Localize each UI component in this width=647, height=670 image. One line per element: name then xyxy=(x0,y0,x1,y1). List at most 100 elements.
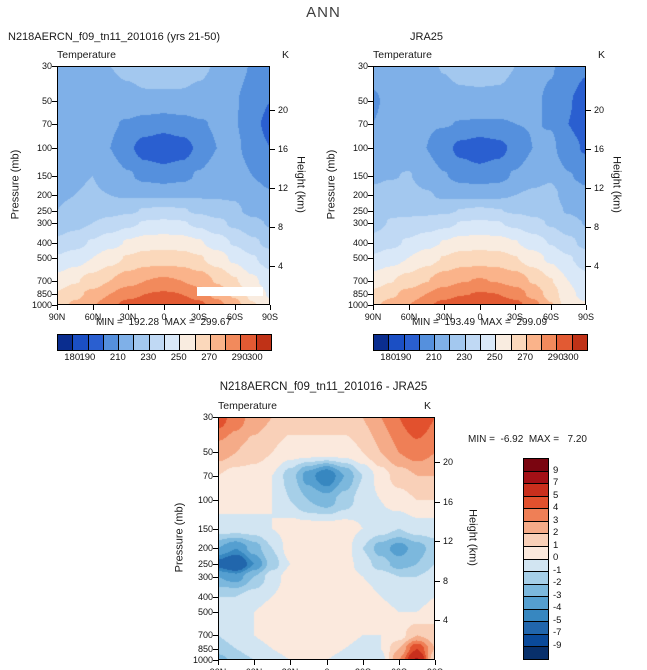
pressure-tick-label: 150 xyxy=(36,171,52,181)
colorbar-tick-label: 250 xyxy=(170,352,187,363)
height-tick-label: 20 xyxy=(278,105,289,115)
colorbar-segment xyxy=(524,508,548,521)
height-tick-label: 12 xyxy=(594,183,605,193)
colorbar-tick-label: 230 xyxy=(456,352,473,363)
panel-model-title: N218AERCN_f09_tn11_201016 (yrs 21-50) xyxy=(8,31,220,43)
pressure-tick-mark xyxy=(368,223,373,224)
latitude-tick-mark xyxy=(270,305,271,310)
height-tick-label: 12 xyxy=(443,536,454,546)
latitude-tick-label: 90N xyxy=(364,312,382,322)
colorbar-segment xyxy=(449,335,465,350)
colorbar-segment xyxy=(524,483,548,496)
colorbar-segment xyxy=(524,533,548,546)
latitude-tick-label: 90N xyxy=(210,667,227,670)
pressure-tick-mark xyxy=(213,649,218,650)
latitude-tick-mark xyxy=(164,305,165,310)
pressure-tick-mark xyxy=(52,294,57,295)
pressure-tick-mark xyxy=(213,612,218,613)
latitude-tick-label: 30N xyxy=(119,312,137,322)
latitude-tick-label: 60N xyxy=(246,667,263,670)
colorbar-segment xyxy=(571,335,587,350)
contour-plot xyxy=(57,66,270,305)
latitude-tick-mark xyxy=(218,660,219,665)
colorbar xyxy=(523,458,549,660)
colorbar-segment xyxy=(102,335,119,350)
plot-frame xyxy=(373,66,586,305)
masked-region xyxy=(197,287,263,296)
plot-frame xyxy=(218,417,435,660)
pressure-tick-label: 400 xyxy=(352,238,368,248)
pressure-tick-label: 500 xyxy=(352,253,368,263)
height-tick-mark xyxy=(270,110,275,111)
panel-model-field-label: Temperature xyxy=(57,49,116,61)
colorbar xyxy=(57,334,272,351)
colorbar-segment xyxy=(510,335,526,350)
latitude-tick-mark xyxy=(327,660,328,665)
latitude-tick-mark xyxy=(480,305,481,310)
height-tick-label: 8 xyxy=(443,576,449,586)
panel-jra25-title: JRA25 xyxy=(410,31,444,43)
latitude-tick-mark xyxy=(515,305,516,310)
latitude-tick-label: 30N xyxy=(435,312,453,322)
colorbar-tick-label: -7 xyxy=(553,627,562,638)
latitude-tick-mark xyxy=(235,305,236,310)
colorbar xyxy=(373,334,588,351)
pressure-tick-mark xyxy=(368,101,373,102)
pressure-tick-mark xyxy=(368,176,373,177)
height-tick-label: 8 xyxy=(594,222,600,232)
panel-diff-units-label: K xyxy=(424,400,432,412)
pressure-tick-label: 30 xyxy=(41,61,52,71)
colorbar-tick-label: -3 xyxy=(553,589,562,601)
colorbar-segment xyxy=(418,335,435,350)
pressure-tick-label: 200 xyxy=(352,190,368,200)
height-tick-label: 12 xyxy=(278,183,289,193)
pressure-tick-label: 500 xyxy=(36,253,52,263)
colorbar-segment xyxy=(388,335,404,350)
pressure-tick-label: 70 xyxy=(357,119,368,129)
colorbar-tick-label: 9 xyxy=(553,464,559,476)
height-tick-mark xyxy=(586,188,591,189)
pressure-tick-mark xyxy=(52,176,57,177)
colorbar-segment xyxy=(524,646,548,659)
colorbar-segment xyxy=(87,335,103,350)
height-tick-label: 20 xyxy=(594,105,605,115)
pressure-tick-mark xyxy=(213,564,218,565)
colorbar-tick-label: -2 xyxy=(553,577,562,588)
pressure-tick-mark xyxy=(213,452,218,453)
latitude-tick-mark xyxy=(254,660,255,665)
pressure-tick-label: 850 xyxy=(197,644,213,654)
pressure-tick-mark xyxy=(213,597,218,598)
colorbar-tick-label: 210 xyxy=(109,352,126,363)
pressure-tick-label: 150 xyxy=(197,524,213,534)
pressure-tick-mark xyxy=(368,124,373,125)
colorbar-tick-label: 300 xyxy=(246,352,263,363)
latitude-tick-label: 90S xyxy=(427,667,443,670)
panel-diff-minmax-stats: MIN = -6.92 MAX = 7.20 xyxy=(468,434,587,445)
latitude-tick-label: 60N xyxy=(84,312,102,322)
height-tick-mark xyxy=(435,620,440,621)
colorbar-segment xyxy=(525,335,542,350)
pressure-tick-label: 100 xyxy=(197,495,213,505)
latitude-tick-mark xyxy=(128,305,129,310)
pressure-tick-mark xyxy=(52,101,57,102)
colorbar-tick-label: 300 xyxy=(562,352,579,363)
pressure-tick-mark xyxy=(368,148,373,149)
height-tick-mark xyxy=(435,541,440,542)
latitude-tick-label: 0 xyxy=(477,312,483,322)
pressure-tick-label: 700 xyxy=(197,630,213,640)
plot-frame xyxy=(57,66,270,305)
panel-model-minmax-stats: MIN = 192.28 MAX = 299.67 xyxy=(95,317,232,328)
pressure-tick-mark xyxy=(52,124,57,125)
colorbar-segment xyxy=(240,335,256,350)
contour-plot xyxy=(373,66,586,305)
colorbar-tick-label: -4 xyxy=(553,602,562,613)
pressure-tick-label: 70 xyxy=(41,119,52,129)
pressure-tick-label: 50 xyxy=(357,96,368,106)
pressure-tick-label: 300 xyxy=(36,218,52,228)
latitude-tick-mark xyxy=(435,660,436,665)
latitude-tick-label: 30S xyxy=(190,312,208,322)
pressure-tick-label: 100 xyxy=(352,143,368,153)
colorbar-segment xyxy=(479,335,496,350)
pressure-tick-mark xyxy=(213,529,218,530)
